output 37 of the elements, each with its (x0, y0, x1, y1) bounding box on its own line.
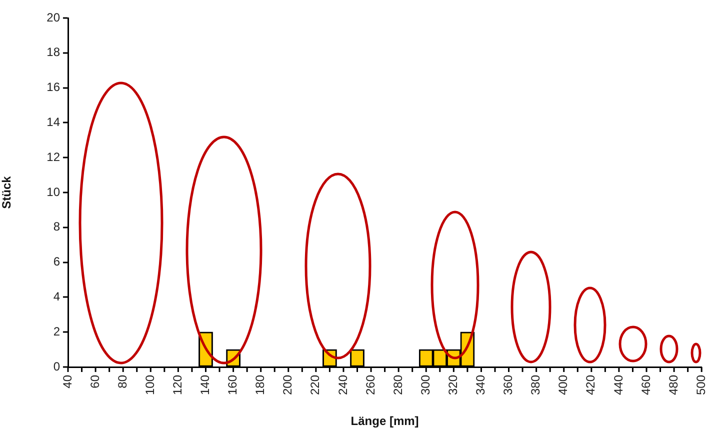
x-tick-label: 280 (390, 374, 405, 396)
x-tick-label: 360 (501, 374, 516, 396)
y-tick-label: 12 (46, 150, 60, 164)
x-tick-label: 140 (198, 374, 212, 396)
x-tick-label: 160 (226, 374, 240, 396)
y-tick-label: 16 (46, 80, 60, 94)
y-tick-label: 8 (53, 220, 60, 234)
x-tick-label: 100 (142, 374, 157, 396)
x-tick-label: 40 (60, 374, 74, 388)
x-tick-label: 240 (336, 374, 350, 396)
x-tick-label: 60 (88, 374, 102, 388)
x-tick-label: 320 (446, 374, 460, 396)
x-tick-label: 220 (308, 374, 322, 396)
x-tick-label: 420 (584, 374, 598, 396)
x-axis-title: Länge [mm] (350, 414, 419, 428)
x-tick-label: 440 (611, 374, 626, 396)
x-tick-label: 340 (474, 374, 488, 396)
x-tick-label: 380 (528, 374, 543, 396)
x-tick-label: 400 (556, 374, 570, 396)
x-tick-label: 200 (280, 374, 295, 396)
x-tick-label: 500 (694, 374, 708, 396)
x-tick-label: 80 (115, 374, 130, 388)
y-tick-label: 0 (53, 359, 60, 374)
y-tick-label: 2 (53, 324, 60, 338)
y-tick-label: 4 (53, 290, 60, 304)
y-tick-label: 14 (46, 115, 60, 130)
y-axis-title: Stück (0, 176, 14, 209)
x-tick-label: 120 (170, 374, 185, 396)
y-tick-label: 20 (46, 10, 60, 24)
x-tick-label: 260 (363, 374, 378, 396)
x-tick-label: 480 (666, 374, 680, 396)
y-tick-label: 6 (53, 254, 60, 269)
x-tick-label: 460 (638, 374, 653, 396)
y-tick-label: 18 (46, 45, 60, 60)
x-tick-label: 300 (418, 374, 432, 396)
y-tick-label: 10 (46, 184, 60, 199)
x-tick-label: 180 (253, 374, 268, 396)
